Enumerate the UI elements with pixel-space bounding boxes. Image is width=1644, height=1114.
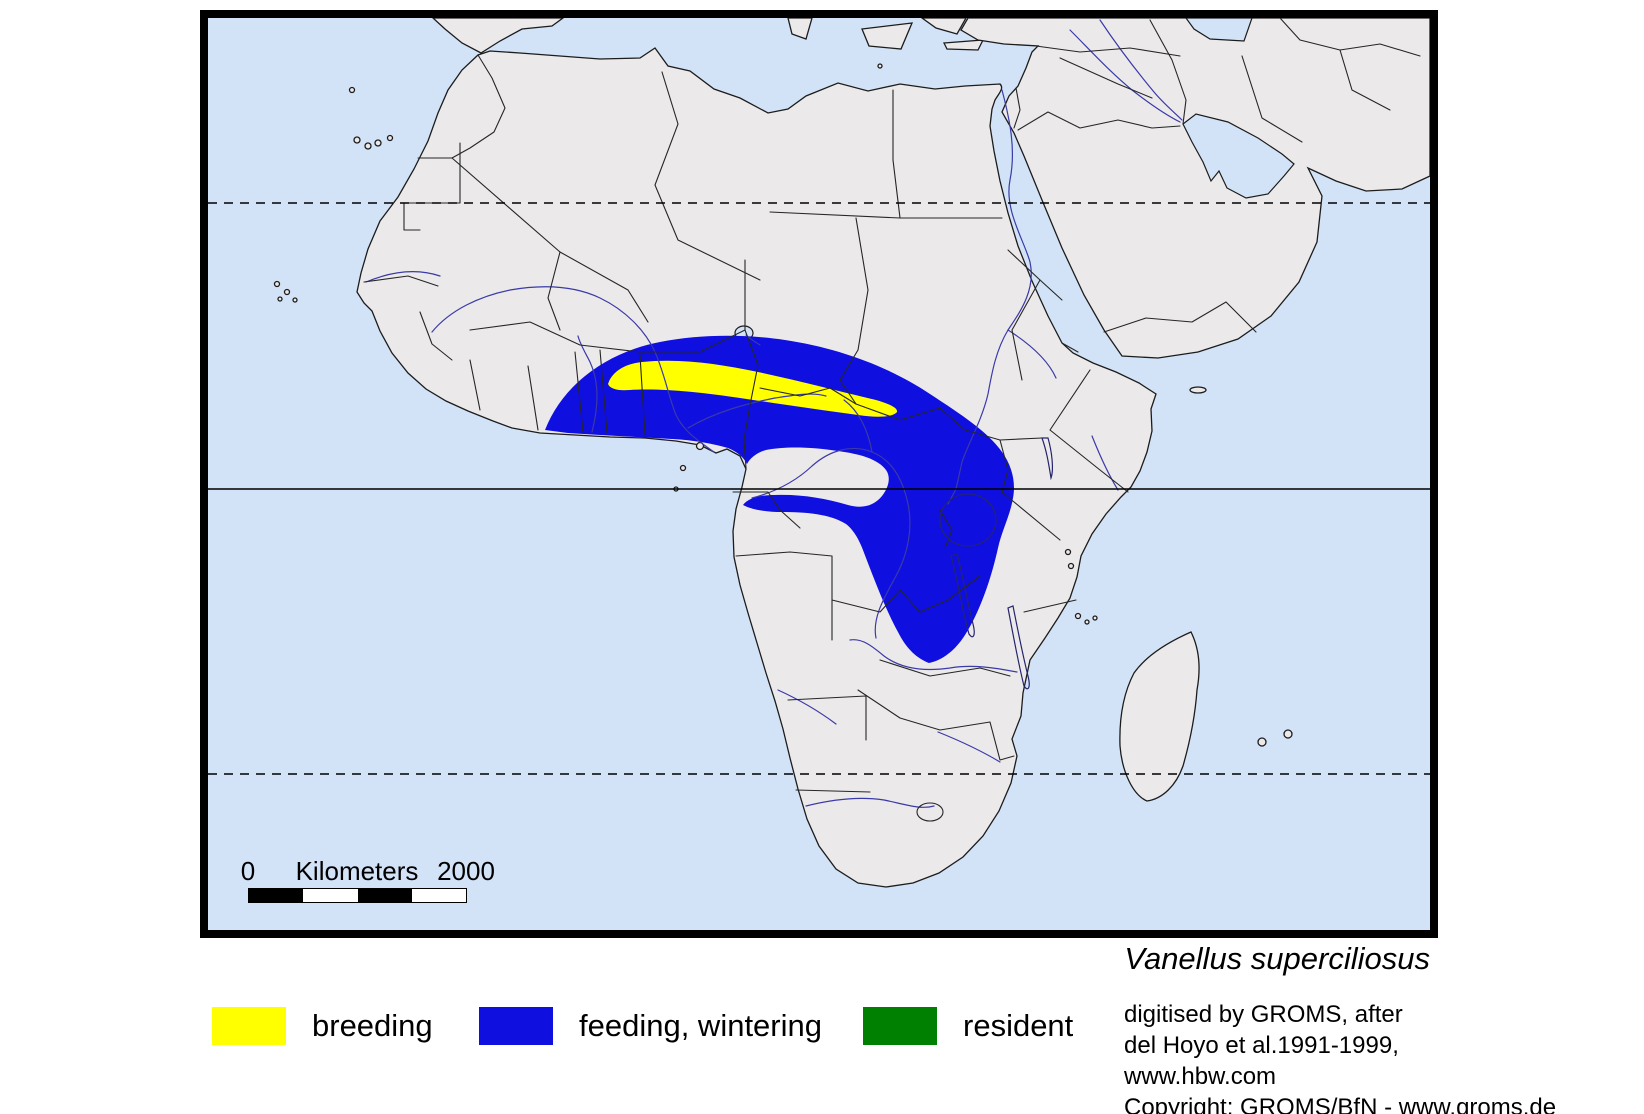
lake-turkana — [1041, 437, 1054, 481]
scale-bar-segments — [248, 888, 467, 903]
lakes — [939, 437, 1054, 690]
scale-end-label: 2000 — [437, 856, 495, 886]
legend-item-feeding-wintering: feeding, wintering — [479, 1007, 822, 1045]
scale-segment — [303, 889, 358, 902]
credits-block: digitised by GROMS, after del Hoyo et al… — [1124, 999, 1556, 1114]
rivers — [365, 19, 1183, 808]
scale-bar-labels: 0 Kilometers 2000 — [241, 856, 495, 886]
africa-distribution-map — [208, 18, 1430, 930]
feeding-wintering-color-swatch — [479, 1007, 553, 1045]
lake-victoria — [939, 493, 997, 547]
credits-line: www.hbw.com — [1124, 1063, 1277, 1090]
credits-line: del Hoyo et al.1991-1999, — [1124, 1032, 1399, 1059]
map-frame: 0 Kilometers 2000 — [200, 10, 1438, 938]
crete-coast — [942, 39, 985, 51]
scale-start-label: 0 — [240, 856, 256, 886]
legend-item-breeding: breeding — [212, 1007, 433, 1045]
species-ranges — [545, 335, 1014, 663]
iberia-coast — [432, 18, 565, 54]
scale-segment — [249, 889, 304, 902]
credits-line: digitised by GROMS, after — [1124, 1001, 1403, 1028]
feeding-wintering-range-area — [545, 335, 1014, 663]
resident-label: resident — [963, 1008, 1074, 1043]
landmasses — [273, 18, 1430, 888]
breeding-range-area — [608, 360, 898, 417]
greece-coast — [920, 18, 967, 35]
lake-tanganyika — [950, 553, 975, 638]
scale-segment — [411, 889, 466, 902]
scale-unit-label: Kilometers — [295, 856, 419, 886]
feeding-wintering-label: feeding, wintering — [579, 1008, 822, 1043]
sardinia-coast — [787, 18, 813, 40]
scale-segment — [357, 889, 412, 902]
madagascar-coast — [1119, 631, 1200, 802]
species-name-title: Vanellus superciliosus — [1124, 941, 1430, 976]
breeding-label: breeding — [312, 1008, 433, 1043]
credits-line: Copyright: GROMS/BfN - www.groms.de — [1124, 1094, 1557, 1114]
legend-item-resident: resident — [863, 1007, 1073, 1045]
scale-bar: 0 Kilometers 2000 — [241, 856, 495, 906]
resident-color-swatch — [863, 1007, 937, 1045]
breeding-color-swatch — [212, 1007, 286, 1045]
lake-malawi — [1007, 605, 1030, 690]
caspian-sea — [1185, 18, 1253, 42]
country-borders — [363, 18, 1421, 822]
latitude-lines — [208, 202, 1430, 775]
middle-east-coast — [960, 18, 1430, 359]
small-islands — [273, 63, 1293, 747]
persian-gulf — [1182, 113, 1295, 199]
sicily-coast — [861, 22, 914, 50]
